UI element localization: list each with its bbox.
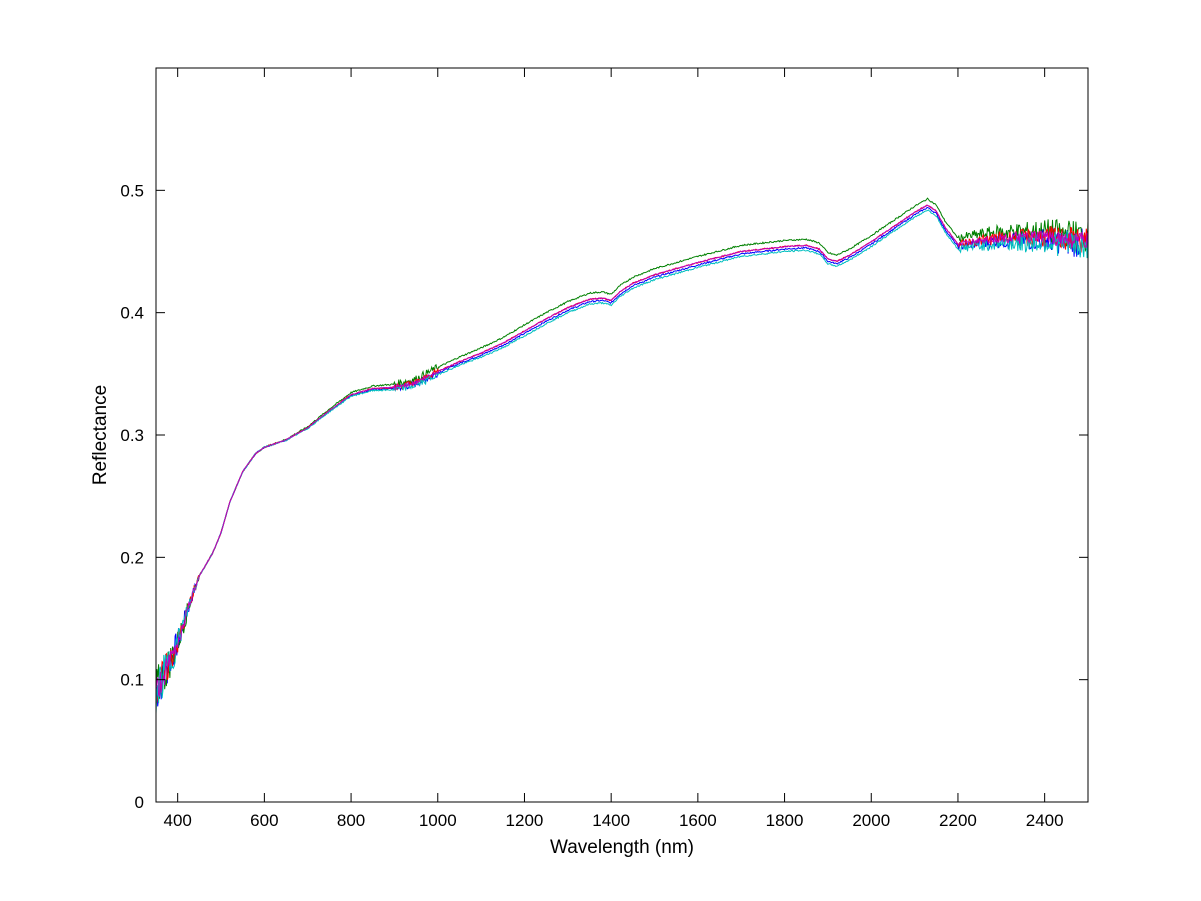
y-tick-labels: 0 0.1 0.2 0.3 0.4 0.5 <box>120 181 144 812</box>
x-tick-label: 1400 <box>592 811 630 830</box>
plot-area <box>156 68 1088 802</box>
y-tick-label: 0.5 <box>120 181 144 200</box>
spectrum-line <box>156 204 1088 698</box>
spectrum-line <box>156 197 1088 699</box>
tick-layer <box>156 68 1088 803</box>
y-tick-label: 0.2 <box>120 548 144 567</box>
x-tick-labels: 400 600 800 1000 1200 1400 1600 1800 2000 2200 240… <box>163 811 1063 830</box>
x-tick-label: 1200 <box>506 811 544 830</box>
y-tick-label: 0 <box>135 793 144 812</box>
x-tick-label: 2200 <box>939 811 977 830</box>
series-layer <box>156 197 1088 714</box>
x-tick-label: 800 <box>337 811 365 830</box>
x-tick-label: 2400 <box>1026 811 1064 830</box>
x-tick-label: 1800 <box>766 811 804 830</box>
x-tick-label: 1000 <box>419 811 457 830</box>
y-axis-label: Reflectance <box>90 385 111 485</box>
plot-frame <box>155 67 1089 803</box>
x-tick-label: 400 <box>163 811 191 830</box>
y-tick-label: 0.1 <box>120 671 144 690</box>
x-axis-label: Wavelength (nm) <box>550 837 694 858</box>
y-tick-label: 0.3 <box>120 426 144 445</box>
y-tick-label: 0.4 <box>120 304 144 323</box>
x-tick-label: 1600 <box>679 811 717 830</box>
x-tick-label: 600 <box>250 811 278 830</box>
x-tick-label: 2000 <box>852 811 890 830</box>
